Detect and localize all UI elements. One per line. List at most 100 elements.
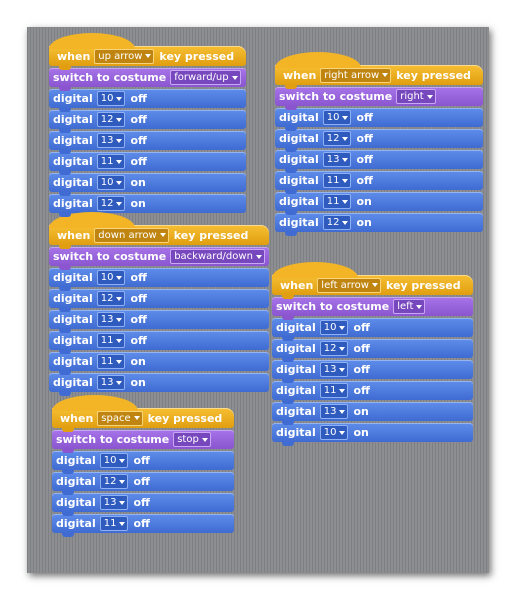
pin-dropdown[interactable]: 10 — [319, 320, 349, 335]
digital-block[interactable]: digital 10 on — [49, 173, 247, 196]
pin-dropdown[interactable]: 10 — [322, 110, 352, 125]
pin-value: 12 — [326, 217, 340, 228]
digital-block[interactable]: digital 10 off — [49, 89, 247, 112]
pin-dropdown[interactable]: 12 — [322, 215, 352, 230]
digital-block[interactable]: digital 13 off — [275, 150, 483, 173]
pin-dropdown[interactable]: 11 — [322, 194, 352, 209]
pin-dropdown[interactable]: 11 — [99, 516, 129, 531]
pin-dropdown[interactable]: 10 — [99, 453, 129, 468]
switch-to-costume-block[interactable]: switch to costume right — [275, 87, 483, 110]
pin-dropdown[interactable]: 13 — [322, 152, 352, 167]
key-dropdown[interactable]: down arrow — [94, 227, 169, 243]
script-right-arrow[interactable]: when right arrow key pressed switch to c… — [275, 51, 483, 236]
pin-value: 12 — [100, 114, 114, 125]
pin-dropdown[interactable]: 13 — [319, 362, 349, 377]
pin-dropdown[interactable]: 13 — [96, 312, 126, 327]
pin-dropdown[interactable]: 11 — [96, 354, 126, 369]
digital-block[interactable]: digital 11 off — [49, 152, 247, 175]
pin-dropdown[interactable]: 12 — [322, 131, 352, 146]
when-key-pressed-hat-block[interactable]: when right arrow key pressed — [275, 52, 483, 89]
key-dropdown[interactable]: up arrow — [94, 48, 155, 64]
digital-block[interactable]: digital 12 off — [275, 129, 483, 152]
pin-dropdown[interactable]: 12 — [96, 291, 126, 306]
when-key-pressed-hat-block[interactable]: when left arrow key pressed — [272, 262, 473, 299]
digital-block[interactable]: digital 12 off — [49, 110, 247, 133]
digital-block[interactable]: digital 12 off — [272, 339, 473, 362]
script-up-arrow[interactable]: when up arrow key pressed switch to cost… — [49, 32, 247, 217]
costume-dropdown[interactable]: forward/up — [170, 70, 241, 85]
pin-dropdown[interactable]: 11 — [319, 383, 349, 398]
digital-block[interactable]: digital 12 on — [275, 213, 483, 236]
digital-block[interactable]: digital 11 off — [52, 514, 235, 537]
switch-to-costume-block[interactable]: switch to costume stop — [52, 430, 235, 453]
pin-dropdown[interactable]: 13 — [99, 495, 129, 510]
state-label: off — [356, 132, 373, 145]
scripts-area[interactable]: when up arrow key pressed switch to cost… — [27, 27, 489, 573]
pin-dropdown[interactable]: 12 — [96, 196, 126, 211]
pin-dropdown[interactable]: 12 — [96, 112, 126, 127]
key-dropdown[interactable]: right arrow — [320, 67, 392, 83]
digital-block[interactable]: digital 13 off — [272, 360, 473, 383]
digital-block[interactable]: digital 10 off — [272, 318, 473, 341]
digital-block[interactable]: digital 11 on — [49, 352, 269, 375]
digital-block[interactable]: digital 12 off — [49, 289, 269, 312]
pin-dropdown[interactable]: 10 — [96, 270, 126, 285]
switch-to-costume-block[interactable]: switch to costume backward/down — [49, 247, 269, 270]
digital-block[interactable]: digital 13 on — [49, 373, 269, 396]
digital-block[interactable]: digital 13 off — [52, 493, 235, 516]
pin-dropdown[interactable]: 10 — [319, 425, 349, 440]
pin-dropdown[interactable]: 12 — [319, 341, 349, 356]
pin-value: 11 — [326, 196, 340, 207]
switch-to-costume-block[interactable]: switch to costume left — [272, 297, 473, 320]
switch-to-costume-block[interactable]: switch to costume forward/up — [49, 68, 247, 91]
pin-dropdown[interactable]: 12 — [99, 474, 129, 489]
state-label: off — [130, 134, 147, 147]
script-space[interactable]: when space key pressed switch to costume… — [52, 394, 235, 537]
pin-dropdown[interactable]: 11 — [96, 333, 126, 348]
digital-block[interactable]: digital 11 off — [275, 171, 483, 194]
costume-dropdown[interactable]: right — [396, 89, 436, 104]
digital-block[interactable]: digital 10 off — [52, 451, 235, 474]
digital-label: digital — [53, 197, 93, 210]
digital-block[interactable]: digital 13 off — [49, 310, 269, 333]
script-left-arrow[interactable]: when left arrow key pressed switch to co… — [272, 261, 473, 446]
key-dropdown[interactable]: space — [97, 410, 143, 426]
digital-block[interactable]: digital 13 on — [272, 402, 473, 425]
pin-dropdown[interactable]: 13 — [96, 375, 126, 390]
state-label: off — [356, 174, 373, 187]
digital-block[interactable]: digital 11 off — [49, 331, 269, 354]
digital-label: digital — [279, 111, 319, 124]
script-down-arrow[interactable]: when down arrow key pressed switch to co… — [49, 211, 269, 396]
switch-to-costume-label: switch to costume — [53, 71, 167, 84]
pin-dropdown[interactable]: 10 — [96, 91, 126, 106]
digital-block[interactable]: digital 10 off — [275, 108, 483, 131]
digital-label: digital — [53, 271, 93, 284]
costume-dropdown[interactable]: left — [393, 299, 426, 314]
dropdown-arrow-icon — [339, 367, 346, 372]
costume-dropdown[interactable]: backward/down — [170, 249, 265, 264]
digital-block[interactable]: digital 11 on — [275, 192, 483, 215]
digital-block[interactable]: digital 10 on — [272, 423, 473, 446]
digital-block[interactable]: digital 10 off — [49, 268, 269, 291]
when-key-pressed-hat-block[interactable]: when up arrow key pressed — [49, 33, 247, 70]
state-label: off — [130, 334, 147, 347]
key-dropdown[interactable]: left arrow — [317, 277, 381, 293]
dropdown-arrow-icon — [231, 75, 238, 80]
pin-value: 12 — [323, 343, 337, 354]
digital-block[interactable]: digital 13 off — [49, 131, 247, 154]
digital-block[interactable]: digital 12 off — [52, 472, 235, 495]
pin-dropdown[interactable]: 13 — [319, 404, 349, 419]
when-key-pressed-hat-block[interactable]: when down arrow key pressed — [49, 212, 269, 249]
costume-dropdown[interactable]: stop — [173, 432, 211, 447]
digital-block[interactable]: digital 11 off — [272, 381, 473, 404]
pin-dropdown[interactable]: 11 — [322, 173, 352, 188]
costume-value: backward/down — [174, 251, 253, 262]
pin-dropdown[interactable]: 10 — [96, 175, 126, 190]
dropdown-arrow-icon — [342, 157, 349, 162]
digital-label: digital — [279, 216, 319, 229]
when-key-pressed-hat-block[interactable]: when space key pressed — [52, 395, 235, 432]
pin-dropdown[interactable]: 13 — [96, 133, 126, 148]
digital-label: digital — [279, 153, 319, 166]
digital-block[interactable]: digital 12 on — [49, 194, 247, 217]
pin-dropdown[interactable]: 11 — [96, 154, 126, 169]
